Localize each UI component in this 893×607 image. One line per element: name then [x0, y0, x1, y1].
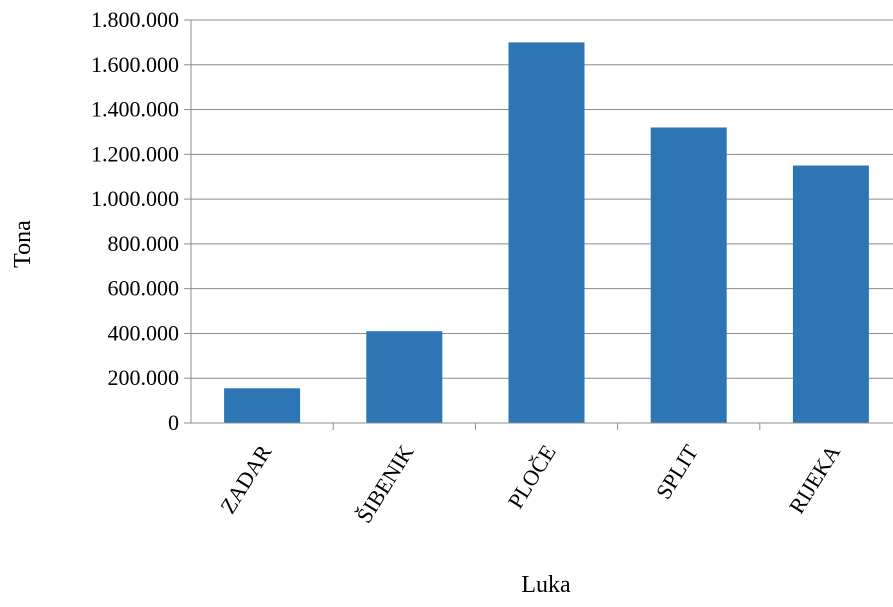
- y-tick-label: 400.000: [108, 320, 180, 345]
- x-tick-label: PLOČE: [503, 440, 561, 512]
- y-tick-label: 1.000.000: [91, 186, 179, 211]
- bar-ploče: [508, 42, 585, 424]
- x-tick-label: RIJEKA: [784, 440, 845, 518]
- y-tick-label: 600.000: [108, 276, 180, 301]
- x-tick-label: ŠIBENIK: [351, 440, 418, 527]
- y-tick-label: 1.400.000: [91, 97, 179, 122]
- bar-zadar: [224, 388, 301, 423]
- y-tick-label: 800.000: [108, 231, 180, 256]
- bar-split: [650, 127, 727, 423]
- y-tick-labels: 0 200.000 400.000 600.000 800.000 1.000.000 1.…: [91, 7, 179, 435]
- y-tick-label: 200.000: [108, 365, 180, 390]
- bar-šibenik: [366, 331, 443, 423]
- y-tick-label: 0: [168, 410, 179, 435]
- x-tick-label: SPLIT: [651, 440, 704, 503]
- bar-rijeka: [792, 165, 869, 423]
- y-tick-label: 1.200.000: [91, 141, 179, 166]
- bars: [224, 42, 869, 424]
- y-tick-label: 1.800.000: [91, 7, 179, 32]
- x-tick-labels: ZADAR ŠIBENIK PLOČE SPLIT RIJEKA: [215, 440, 845, 527]
- y-axis-title: Tona: [10, 220, 36, 268]
- y-tick-label: 1.600.000: [91, 52, 179, 77]
- axes: [184, 19, 893, 430]
- x-tick-label: ZADAR: [215, 440, 277, 518]
- x-axis-title: Luka: [521, 572, 571, 598]
